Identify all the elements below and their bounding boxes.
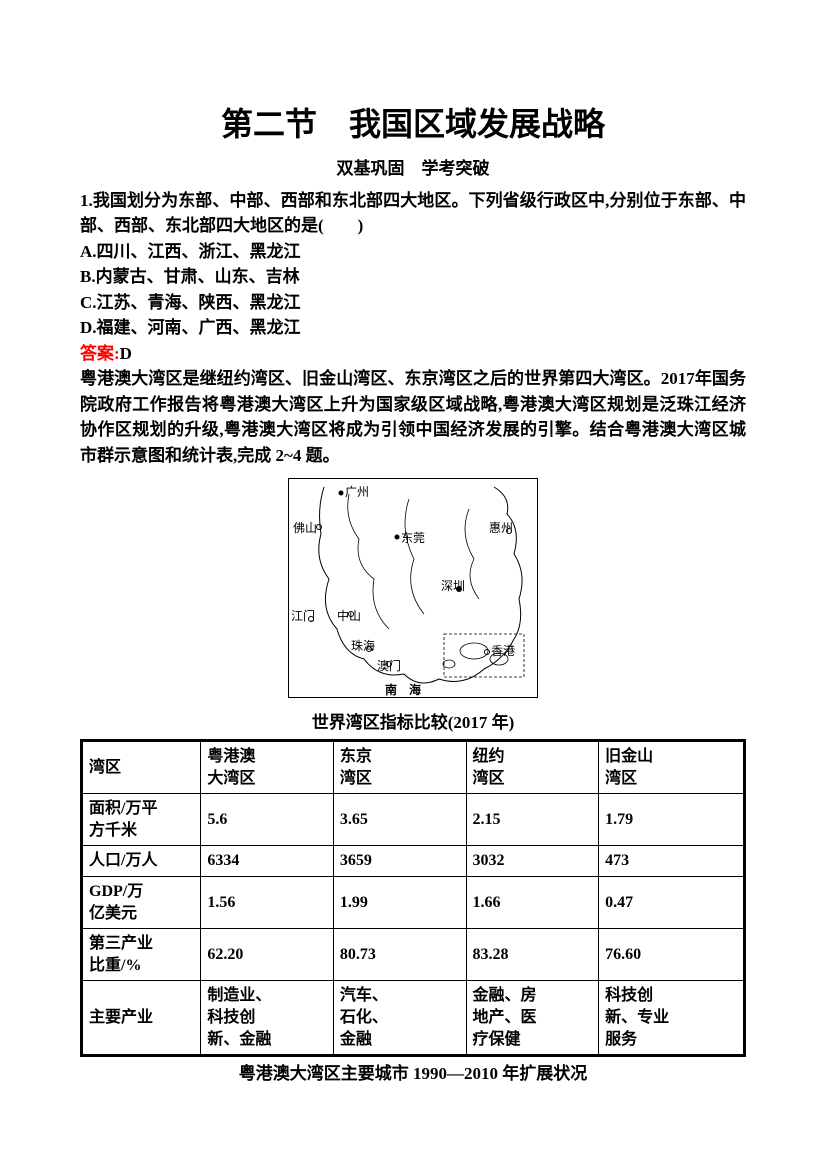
page-title: 第二节 我国区域发展战略 [80,100,746,148]
q1-option-a: A.四川、江西、浙江、黑龙江 [80,239,746,265]
table-cell: 1.99 [333,876,466,928]
intro-paragraph: 粤港澳大湾区是继纽约湾区、旧金山湾区、东京湾区之后的世界第四大湾区。2017年国… [80,366,746,468]
table-header: 粤港澳大湾区 [201,741,334,794]
q1-stem: 1.我国划分为东部、中部、西部和东北部四大地区。下列省级行政区中,分别位于东部、… [80,188,746,239]
table-cell: 3032 [466,846,599,877]
table-cell: 0.47 [599,876,745,928]
table-cell: 汽车、石化、金融 [333,981,466,1056]
answer-value: D [120,344,132,363]
table-cell: 62.20 [201,929,334,981]
q1-answer: 答案:D [80,341,746,367]
table-cell: 1.79 [599,794,745,846]
table-cell: 6334 [201,846,334,877]
page-subtitle: 双基巩固 学考突破 [80,156,746,182]
table-header: 纽约湾区 [466,741,599,794]
table-row: 人口/万人 6334 3659 3032 473 [82,846,745,877]
table-bay-comparison: 湾区 粤港澳大湾区 东京湾区 纽约湾区 旧金山湾区 面积/万平方千米 5.6 3… [80,739,746,1057]
table-cell: 80.73 [333,929,466,981]
map-label-guangzhou: 广州 [345,483,369,501]
table-cell: 人口/万人 [82,846,201,877]
table-cell: 第三产业比重/% [82,929,201,981]
table-cell: 科技创新、专业服务 [599,981,745,1056]
table-row: GDP/万亿美元 1.56 1.99 1.66 0.47 [82,876,745,928]
map-label-xianggang: 香港 [491,642,515,660]
table2-caption: 粤港澳大湾区主要城市 1990—2010 年扩展状况 [80,1061,746,1087]
table-header: 湾区 [82,741,201,794]
table-cell: 2.15 [466,794,599,846]
map-label-zhongshan: 中山 [337,607,361,625]
table-row: 第三产业比重/% 62.20 80.73 83.28 76.60 [82,929,745,981]
table-row: 湾区 粤港澳大湾区 东京湾区 纽约湾区 旧金山湾区 [82,741,745,794]
table-cell: 金融、房地产、医疗保健 [466,981,599,1056]
answer-label: 答案: [80,344,120,363]
table-cell: 面积/万平方千米 [82,794,201,846]
map-label-foshan: 佛山 [293,519,317,537]
map-label-nanhai: 南 海 [385,681,421,698]
q1-option-b: B.内蒙古、甘肃、山东、吉林 [80,264,746,290]
table-cell: GDP/万亿美元 [82,876,201,928]
table-header: 旧金山湾区 [599,741,745,794]
table-cell: 76.60 [599,929,745,981]
table-cell: 3659 [333,846,466,877]
table-row: 面积/万平方千米 5.6 3.65 2.15 1.79 [82,794,745,846]
q1-option-c: C.江苏、青海、陕西、黑龙江 [80,290,746,316]
table1-caption: 世界湾区指标比较(2017 年) [80,710,746,736]
map-label-jiangmen: 江门 [291,607,315,625]
map-figure: 广州 佛山 东莞 惠州 深圳 中山 江门 珠海 澳门 香港 南 海 [288,478,538,698]
map-label-huizhou: 惠州 [489,519,513,537]
table-row: 主要产业 制造业、科技创新、金融 汽车、石化、金融 金融、房地产、医疗保健 科技… [82,981,745,1056]
q1-option-d: D.福建、河南、广西、黑龙江 [80,315,746,341]
table-cell: 主要产业 [82,981,201,1056]
map-label-shenzhen: 深圳 [441,577,465,595]
table-cell: 5.6 [201,794,334,846]
map-label-dongguan: 东莞 [401,529,425,547]
table-cell: 3.65 [333,794,466,846]
map-label-aomen: 澳门 [377,657,401,675]
table-cell: 1.56 [201,876,334,928]
table-header: 东京湾区 [333,741,466,794]
table-cell: 制造业、科技创新、金融 [201,981,334,1056]
table-cell: 83.28 [466,929,599,981]
table-cell: 473 [599,846,745,877]
map-label-zhuhai: 珠海 [351,637,375,655]
table-cell: 1.66 [466,876,599,928]
